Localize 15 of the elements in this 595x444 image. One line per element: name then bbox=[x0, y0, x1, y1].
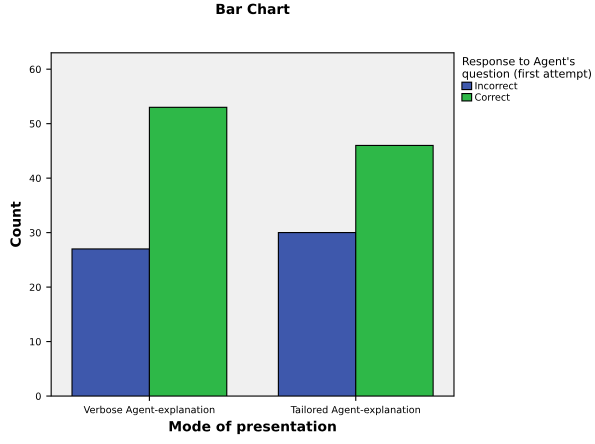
legend-title: Response to Agent's question (first attempt) bbox=[462, 57, 591, 80]
y-tick-label: 50 bbox=[30, 120, 41, 128]
y-tick-label: 40 bbox=[30, 174, 41, 182]
legend-label: Incorrect bbox=[475, 82, 518, 90]
chart-title: Bar Chart bbox=[216, 3, 290, 14]
x-axis-title: Mode of presentation bbox=[170, 420, 336, 434]
legend-label: Correct bbox=[475, 93, 510, 101]
x-tick-label: Verbose Agent-explanation bbox=[84, 406, 214, 416]
y-tick-label: 60 bbox=[30, 66, 41, 74]
x-tick-label: Tailored Agent-explanation bbox=[290, 406, 420, 416]
y-tick-label: 0 bbox=[36, 392, 41, 400]
y-tick-label: 10 bbox=[30, 338, 41, 346]
y-tick-label: 20 bbox=[30, 284, 41, 291]
y-tick-label: 30 bbox=[30, 229, 41, 236]
y-axis-title: Count bbox=[10, 202, 21, 247]
